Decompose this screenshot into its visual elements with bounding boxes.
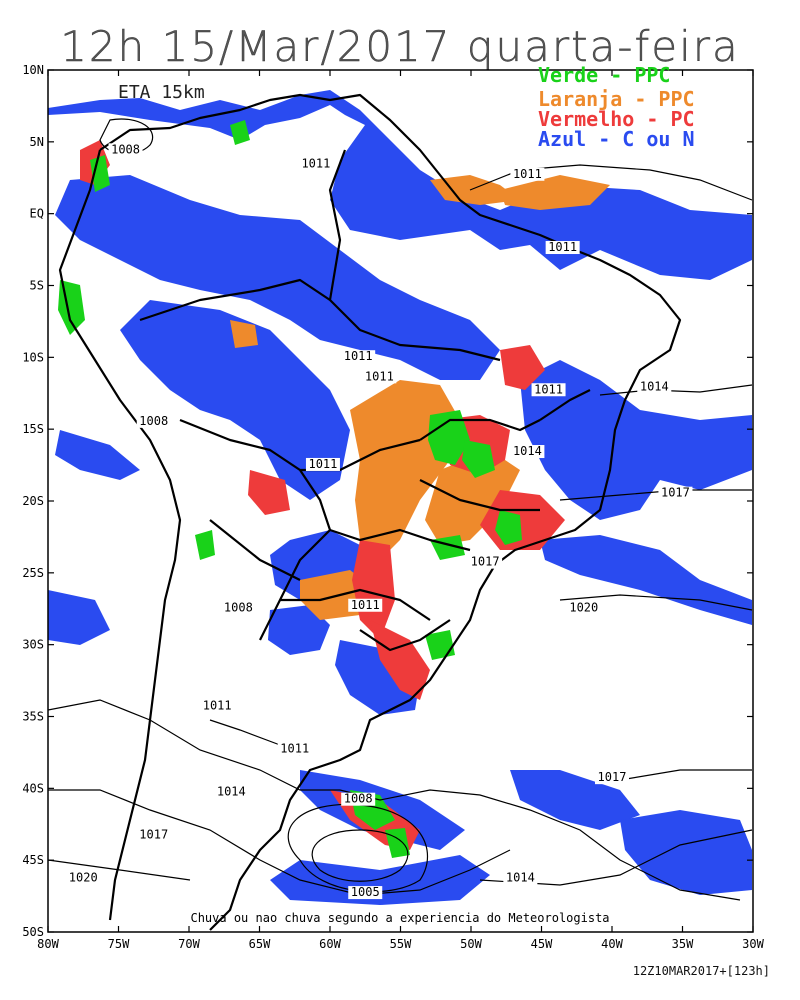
lat-tick-label: 20S [22,494,44,508]
lon-tick-label: 30W [742,937,764,951]
isobar-label-bg [503,871,538,885]
map-title: 12h 15/Mar/2017 quarta-feira [60,22,740,71]
isobar-label: 1011 [344,349,373,363]
isobar-label: 1014 [217,785,246,799]
isobar-label: 1008 [344,792,373,806]
isobar-label-bg [214,785,249,799]
isobar-label: 1008 [111,142,140,156]
isobar-label: 1011 [534,382,563,396]
isobar-label-bg [348,598,383,612]
longitude-labels: 80W 75W 70W 65W 60W 55W 50W 45W 40W 35W 30W [37,937,764,951]
isobar-label-bg [108,143,143,157]
blue-areas [48,90,752,905]
isobar-label-bg [348,886,383,900]
lon-tick-label: 60W [319,937,341,951]
isobar-label: 1011 [548,240,577,254]
caption: Chuva ou nao chuva segundo a experiencia… [190,911,609,925]
isobar-label-bg [305,457,340,471]
isobar-label: 1011 [280,741,309,755]
lat-tick-label: 15S [22,422,44,436]
lat-tick-label: 35S [22,710,44,724]
country-borders [58,93,682,931]
isobar-label-bg [277,742,312,756]
isobar-label: 1020 [69,871,98,885]
isobar-label-bg [658,486,693,500]
isobar-label: 1011 [365,369,394,383]
isobar-label: 1017 [471,555,500,569]
lat-tick-label: 25S [22,566,44,580]
lat-tick-label: 50S [22,925,44,939]
isobar-label: 1011 [203,698,232,712]
isobar-label-bg [221,601,256,615]
isobar-label-bg [136,828,171,842]
lat-tick-label: 10S [22,350,44,364]
precip-layer [48,90,752,905]
axis-ticks [47,69,754,933]
isobar-label: 1017 [598,770,627,784]
isobar-label-bg [341,792,376,806]
lon-tick-label: 80W [37,937,59,951]
isobar-label-bg [510,445,545,459]
lat-tick-label: 45S [22,853,44,867]
lat-tick-label: 40S [22,781,44,795]
legend-item-vermelho: Vermelho - PC [538,107,695,131]
isobar-labels: 1008 1011 1011 1011 1011 1011 1011 1014 1008 1011… [66,142,693,900]
model-label: ETA 15km [118,82,205,103]
legend-item-laranja: Laranja - PPC [538,87,695,111]
isobar-label: 1008 [224,601,253,615]
legend: Verde - PPC Laranja - PPC Vermelho - PC … [538,63,695,151]
isobar-label-bg [566,601,601,615]
lon-tick-label: 70W [178,937,200,951]
isobar-label-bg [136,414,171,428]
isobar-label: 1014 [506,871,535,885]
isobar-label: 1008 [139,414,168,428]
isobar-label: 1011 [513,167,542,181]
lon-tick-label: 45W [531,937,553,951]
isobar-label-bg [298,157,333,171]
lat-tick-label: 5S [30,279,44,293]
isobar-label: 1014 [640,379,669,393]
isobar-label: 1017 [661,486,690,500]
lat-tick-label: 5N [30,135,44,149]
isobar-label-bg [531,383,566,397]
lon-tick-label: 40W [601,937,623,951]
legend-item-verde: Verde - PPC [538,63,670,87]
isobar-label-bg [66,871,101,885]
latitude-labels: 10N 5N EQ 5S 10S 15S 20S 25S 30S 35S 40S 45S 50S [22,63,44,939]
isobar-label-bg [362,370,397,384]
isobar-label-bg [341,350,376,364]
lat-tick-label: 30S [22,638,44,652]
lat-tick-label: 10N [22,63,44,77]
isobar-label-bg [200,699,235,713]
lon-tick-label: 75W [108,937,130,951]
isobar-label-bg [545,241,580,255]
isobar-label-bg [510,167,545,181]
legend-item-azul: Azul - C ou N [538,127,695,151]
lon-tick-label: 55W [390,937,412,951]
isobar-label: 1014 [513,444,542,458]
isobar-label-bg [468,555,503,569]
lon-tick-label: 65W [249,937,271,951]
isobar-label: 1011 [351,598,380,612]
lon-tick-label: 35W [672,937,694,951]
isobar-label-bg [637,380,672,394]
isobar-label-bg [595,771,629,785]
run-info: 12Z10MAR2017+[123h] [632,964,770,978]
lon-tick-label: 50W [460,937,482,951]
isobar-label: 1017 [139,828,168,842]
isobar-label: 1011 [301,157,330,171]
lat-tick-label: EQ [30,207,44,221]
isobar-label: 1011 [308,457,337,471]
isobar-label: 1005 [351,885,380,899]
isobar-label: 1020 [569,601,598,615]
